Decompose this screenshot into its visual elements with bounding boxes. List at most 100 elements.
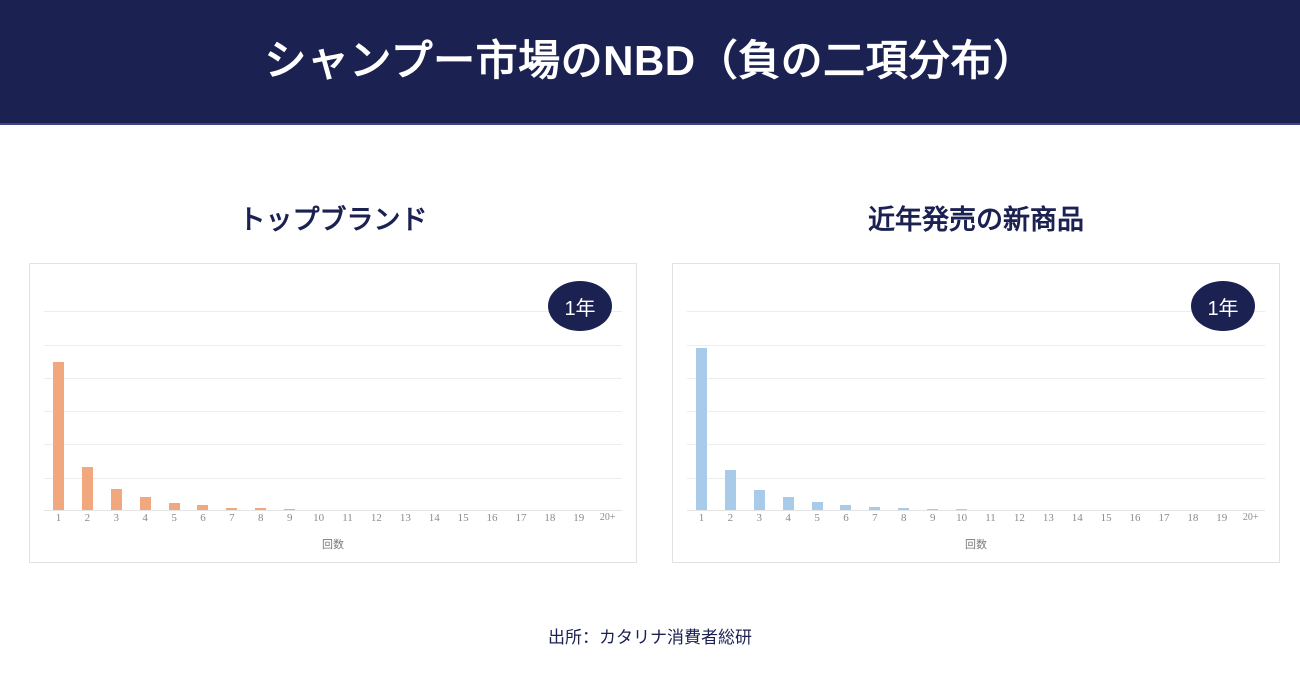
bar	[869, 506, 881, 511]
bar	[753, 490, 765, 511]
bar-slot	[478, 278, 507, 511]
bar-slot	[102, 278, 131, 511]
bar-slot	[420, 278, 449, 511]
bar-slot	[1034, 278, 1063, 511]
x-axis-label-left: 回数	[322, 539, 344, 551]
x-tick-label: 5	[171, 512, 177, 524]
x-tick-label: 19	[1216, 512, 1228, 524]
bar-slot	[976, 278, 1005, 511]
bar-slot	[860, 278, 889, 511]
bar-slot	[275, 278, 304, 511]
chart-panel-right: 1 2 3 4 5 6 7 8 9 10 11 12 13 14 15 16 17 18 19 20+ 回数	[672, 263, 1280, 563]
plot-area-left	[44, 278, 622, 511]
x-tick-label: 16	[486, 512, 498, 524]
chart-title-left: トップブランド	[238, 205, 428, 235]
bar-slot	[1150, 278, 1179, 511]
bar-slot	[304, 278, 333, 511]
x-tick-label: 8	[258, 512, 264, 524]
x-tick-label: 2	[84, 512, 91, 524]
bar	[927, 508, 939, 511]
bar-slot	[160, 278, 189, 511]
x-tick-label: 14	[1071, 512, 1083, 524]
bar-slot	[803, 278, 832, 511]
bar	[898, 507, 910, 511]
x-tick-label: 6	[200, 512, 206, 524]
bar	[168, 502, 180, 511]
x-tick-label: 16	[1129, 512, 1141, 524]
bar-slot	[947, 278, 976, 511]
x-tick-label: 12	[1013, 512, 1025, 524]
bar-slot	[918, 278, 947, 511]
axis-baseline-right	[687, 510, 1265, 511]
year-badge-left: 1年	[548, 281, 612, 331]
x-tick-label: 13	[1042, 512, 1054, 524]
bar	[226, 507, 238, 511]
x-tick-label: 11	[985, 512, 996, 524]
bar-slot	[246, 278, 275, 511]
bar-slot	[44, 278, 73, 511]
source-note: 出所：カタリナ消費者総研	[548, 628, 752, 647]
x-tick-label: 7	[872, 512, 878, 524]
chart-title-right: 近年発売の新商品	[868, 205, 1084, 235]
x-tick-label: 18	[544, 512, 556, 524]
bar	[724, 470, 736, 511]
bar-slot	[1063, 278, 1092, 511]
x-tick-label: 3	[113, 512, 120, 524]
bar	[840, 504, 852, 511]
x-tick-label: 10	[956, 512, 968, 524]
x-tick-label: 13	[399, 512, 411, 524]
bar	[695, 347, 707, 511]
bar-slot	[507, 278, 536, 511]
bar-slot	[1121, 278, 1150, 511]
x-tick-label: 9	[286, 512, 293, 524]
bar-slot	[73, 278, 102, 511]
axis-baseline-left	[44, 510, 622, 511]
bar	[52, 361, 64, 511]
bar-slot	[217, 278, 246, 511]
x-tick-label: 5	[814, 512, 820, 524]
bar	[782, 497, 794, 511]
bar-slot	[362, 278, 391, 511]
x-tick-label: 15	[1100, 512, 1112, 524]
x-tick-label: 17	[515, 512, 527, 524]
bar	[110, 488, 122, 511]
bar	[197, 505, 209, 511]
bar-slot	[716, 278, 745, 511]
x-tick-label: 18	[1187, 512, 1199, 524]
x-tick-label: 20+	[599, 512, 616, 523]
x-tick-label: 19	[573, 512, 585, 524]
bar-slot	[1005, 278, 1034, 511]
bar	[255, 508, 267, 511]
bar	[139, 497, 151, 511]
x-tick-label: 1	[55, 512, 62, 524]
bar-slot	[889, 278, 918, 511]
bar-slot	[391, 278, 420, 511]
plot-area-right	[687, 278, 1265, 511]
x-tick-label: 8	[901, 512, 907, 524]
page-title: シャンプー市場のNBD（負の二項分布）	[264, 37, 1036, 85]
bar-slot	[333, 278, 362, 511]
x-tick-label: 4	[142, 512, 148, 524]
bar-slot	[745, 278, 774, 511]
x-tick-label: 7	[229, 512, 235, 524]
x-tick-label: 17	[1158, 512, 1170, 524]
bar	[81, 466, 93, 511]
bar-slot	[1092, 278, 1121, 511]
bar-slot	[774, 278, 803, 511]
bar-series-left	[44, 278, 622, 511]
x-tick-label: 2	[727, 512, 734, 524]
x-tick-label: 3	[756, 512, 763, 524]
bar-slot	[687, 278, 716, 511]
x-axis-left: 1 2 3 4 5 6 7 8 9 10 11 12 13 14 15 16 17 18 19 20+	[44, 512, 622, 524]
x-tick-label: 10	[313, 512, 325, 524]
bar-slot	[189, 278, 218, 511]
x-tick-label: 12	[370, 512, 382, 524]
bar-slot	[832, 278, 861, 511]
chart-panel-left: 1 2 3 4 5 6 7 8 9 10 11 12 13 14 15 16 17 18 19 20+ 回数	[29, 263, 637, 563]
header-banner: シャンプー市場のNBD（負の二項分布）	[0, 0, 1300, 125]
x-tick-label: 20+	[1242, 512, 1259, 523]
x-tick-label: 15	[457, 512, 469, 524]
x-tick-label: 14	[428, 512, 440, 524]
bar-slot	[449, 278, 478, 511]
